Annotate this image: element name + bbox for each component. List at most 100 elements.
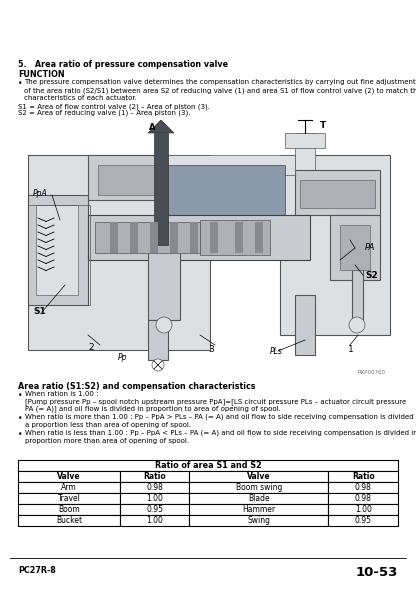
- Bar: [329, 482, 398, 493]
- Bar: [295, 170, 380, 215]
- Text: 0.95: 0.95: [355, 516, 372, 525]
- Bar: [329, 504, 398, 515]
- Text: 1.00: 1.00: [146, 494, 163, 503]
- Text: FUNCTION: FUNCTION: [18, 70, 64, 79]
- Text: 0.95: 0.95: [146, 505, 163, 514]
- Text: S1: S1: [33, 307, 46, 316]
- Bar: [18, 482, 120, 493]
- Text: Boom swing: Boom swing: [236, 483, 282, 492]
- Circle shape: [152, 359, 164, 371]
- Bar: [280, 155, 390, 335]
- Text: 3: 3: [208, 345, 214, 353]
- Bar: [189, 482, 329, 493]
- Text: Swing: Swing: [248, 516, 270, 525]
- Text: 1.00: 1.00: [355, 505, 371, 514]
- Bar: [98, 165, 155, 195]
- Text: Arm: Arm: [61, 483, 77, 492]
- Text: Ratio: Ratio: [352, 472, 375, 481]
- Bar: [28, 205, 90, 305]
- Text: Valve: Valve: [57, 472, 81, 481]
- Text: 2: 2: [88, 343, 94, 352]
- Text: 10-53: 10-53: [356, 566, 398, 579]
- Bar: [18, 460, 398, 471]
- Text: PLs: PLs: [270, 348, 283, 356]
- Bar: [120, 504, 189, 515]
- Text: When ratio is more than 1.00 : Pp – PpA > PLs – PA (= A) and oil flow to side re: When ratio is more than 1.00 : Pp – PpA …: [25, 414, 416, 429]
- Text: S2: S2: [365, 270, 378, 280]
- Bar: [150, 222, 158, 253]
- Text: S1 = Area of flow control valve (2) – Area of piston (3).: S1 = Area of flow control valve (2) – Ar…: [18, 103, 210, 110]
- Bar: [189, 504, 329, 515]
- Bar: [154, 133, 168, 245]
- Text: PA (= A)] and oil flow is divided in proportion to area of opening of spool.: PA (= A)] and oil flow is divided in pro…: [25, 405, 281, 412]
- Text: 0.98: 0.98: [355, 494, 371, 503]
- Bar: [165, 165, 285, 215]
- Text: 5.   Area ratio of pressure compensation valve: 5. Area ratio of pressure compensation v…: [18, 60, 228, 69]
- Text: Valve: Valve: [247, 472, 271, 481]
- Text: PA: PA: [365, 243, 375, 253]
- Text: Boom: Boom: [58, 505, 80, 514]
- Text: •: •: [18, 414, 22, 423]
- Text: When ration is 1.00 :: When ration is 1.00 :: [25, 391, 99, 397]
- Bar: [88, 155, 165, 200]
- Polygon shape: [148, 120, 174, 133]
- Text: T: T: [320, 121, 326, 130]
- Text: PC27R-8: PC27R-8: [18, 566, 56, 575]
- Bar: [300, 180, 375, 208]
- Text: S2 = Area of reducing valve (1) – Area piston (3).: S2 = Area of reducing valve (1) – Area p…: [18, 110, 191, 117]
- Text: RKP00760: RKP00760: [358, 369, 386, 375]
- Bar: [329, 493, 398, 504]
- Bar: [190, 222, 198, 253]
- Bar: [295, 295, 315, 355]
- Text: A: A: [149, 124, 156, 133]
- Bar: [329, 515, 398, 526]
- Bar: [95, 222, 200, 253]
- Bar: [330, 215, 380, 280]
- Bar: [255, 222, 263, 253]
- Bar: [28, 155, 210, 350]
- Text: Bucket: Bucket: [56, 516, 82, 525]
- Bar: [200, 220, 270, 255]
- Bar: [340, 225, 370, 270]
- Bar: [18, 515, 120, 526]
- Bar: [285, 133, 325, 148]
- Bar: [130, 222, 138, 253]
- Text: •: •: [18, 391, 22, 400]
- Bar: [210, 222, 218, 253]
- Bar: [148, 320, 168, 360]
- Text: •: •: [18, 79, 22, 88]
- Text: 0.98: 0.98: [355, 483, 371, 492]
- Text: 0.98: 0.98: [146, 483, 163, 492]
- Bar: [148, 250, 180, 320]
- Bar: [18, 493, 120, 504]
- Bar: [189, 515, 329, 526]
- Circle shape: [156, 317, 172, 333]
- Bar: [120, 482, 189, 493]
- Bar: [155, 155, 295, 175]
- Bar: [18, 471, 120, 482]
- Bar: [120, 493, 189, 504]
- Bar: [329, 471, 398, 482]
- Bar: [18, 504, 120, 515]
- Bar: [120, 471, 189, 482]
- Bar: [352, 270, 363, 320]
- Bar: [110, 222, 118, 253]
- Text: Area ratio (S1:S2) and compensation characteristics: Area ratio (S1:S2) and compensation char…: [18, 382, 255, 391]
- Text: 1: 1: [348, 346, 354, 355]
- Text: 1.00: 1.00: [146, 516, 163, 525]
- Bar: [36, 205, 78, 295]
- Text: [Pump pressure Pp – spool notch upstream pressure PpA]=[LS circuit pressure PLs : [Pump pressure Pp – spool notch upstream…: [25, 398, 406, 405]
- Bar: [235, 222, 243, 253]
- Bar: [295, 133, 315, 175]
- Text: •: •: [18, 430, 22, 439]
- Bar: [120, 515, 189, 526]
- Text: Ratio: Ratio: [144, 472, 166, 481]
- Text: The pressure compensation valve determines the compensation characteristics by c: The pressure compensation valve determin…: [24, 79, 416, 101]
- Bar: [28, 195, 88, 305]
- Bar: [189, 471, 329, 482]
- Bar: [170, 222, 178, 253]
- Text: Blade: Blade: [248, 494, 270, 503]
- Text: Travel: Travel: [57, 494, 80, 503]
- Text: When ratio is less than 1.00 : Pp – PpA < PLs – PA (= A) and oil flow to side re: When ratio is less than 1.00 : Pp – PpA …: [25, 430, 416, 445]
- Bar: [189, 493, 329, 504]
